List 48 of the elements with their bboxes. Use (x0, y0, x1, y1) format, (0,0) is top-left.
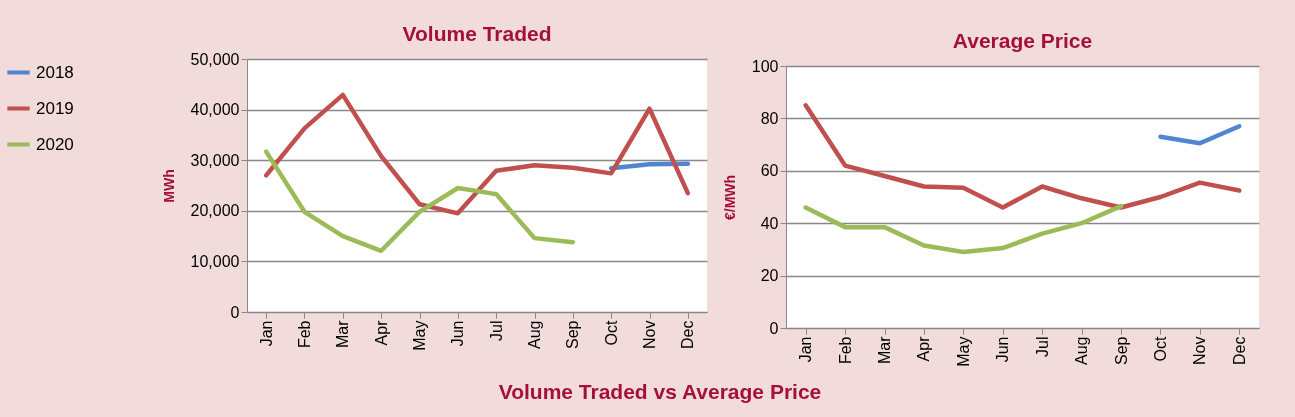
legend-label: 2019 (36, 98, 74, 118)
y-tick-label: 20 (760, 267, 779, 285)
x-tick-label: Mar (876, 335, 894, 365)
y-tick-label: 30,000 (190, 151, 240, 169)
x-tick-label: Sep (564, 320, 582, 349)
y-tick-label: 10,000 (190, 252, 240, 270)
y-axis-title: MWh (160, 169, 177, 203)
x-tick-label: Oct (1151, 335, 1169, 362)
x-tick-label: May (411, 320, 428, 351)
x-tick-label: Apr (372, 319, 390, 346)
x-tick-label: Feb (836, 336, 854, 365)
y-tick-label: 0 (230, 303, 240, 321)
x-tick-label: Oct (602, 319, 620, 346)
chart-title: Average Price (952, 29, 1093, 52)
x-tick-label: Dec (1230, 336, 1248, 365)
y-tick-label: 20,000 (190, 202, 240, 220)
y-tick-label: 80 (760, 109, 779, 127)
text: Volume Traded vs Average Price (497, 380, 823, 404)
line-series (803, 103, 1242, 210)
legend-label: 2018 (36, 62, 74, 82)
y-axis-title: €/MWh (721, 174, 738, 221)
y-tick-label: 60 (760, 162, 779, 180)
y-tick-label: 0 (769, 319, 779, 337)
x-tick-label: Jun (449, 320, 467, 347)
x-tick-label: Sep (1112, 336, 1130, 365)
x-tick-label: Nov (641, 320, 658, 349)
line-series (803, 203, 1124, 255)
x-tick-label: Jan (797, 336, 815, 363)
line-series (263, 149, 576, 254)
y-tick-label: 100 (751, 57, 779, 75)
y-tick-label: 50,000 (190, 50, 240, 68)
x-tick-label: Aug (1073, 336, 1091, 365)
x-tick-label: May (954, 336, 972, 367)
x-tick-label: Nov (1191, 336, 1209, 365)
chart-title: Volume Traded (402, 22, 552, 45)
y-tick-label: 40 (760, 214, 779, 232)
y-tick-label: 40,000 (190, 101, 240, 119)
x-tick-label: Jun (994, 336, 1012, 363)
x-tick-label: Apr (915, 335, 933, 362)
x-tick-label: Jul (1033, 336, 1051, 357)
x-tick-label: Mar (334, 319, 352, 349)
x-tick-label: Feb (296, 320, 313, 349)
x-tick-label: Jan (257, 320, 275, 347)
x-tick-label: Aug (526, 320, 543, 349)
line-series (263, 92, 691, 216)
legend-label: 2020 (36, 134, 74, 154)
x-tick-label: Dec (679, 320, 697, 349)
x-tick-label: Jul (487, 320, 505, 341)
